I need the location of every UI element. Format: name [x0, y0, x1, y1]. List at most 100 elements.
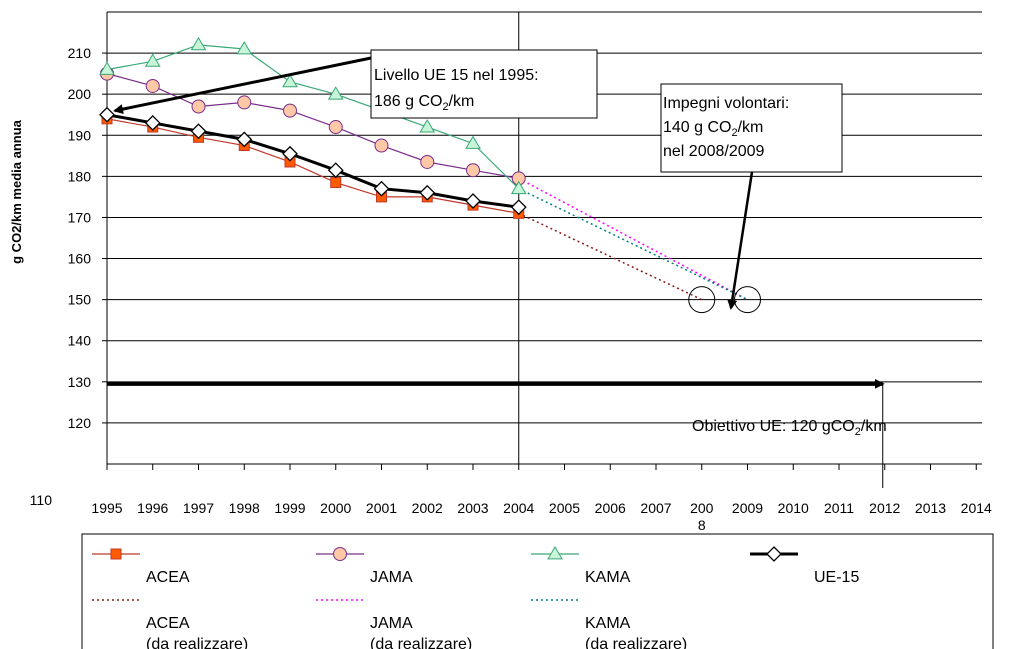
annotation-eu15-1995-line-2: 186 g CO2/km: [374, 93, 474, 113]
point-ue-15-2000: [327, 162, 344, 179]
x-tick-label-1997: 1997: [183, 500, 214, 516]
point-kama-1997: [190, 36, 207, 51]
point-kama-1999: [282, 73, 298, 88]
point-jama-1999: [283, 103, 297, 118]
y-tick-label-190: 190: [68, 127, 92, 143]
point-jama-1998: [237, 95, 252, 110]
x-tick-label-2009: 2009: [732, 500, 763, 516]
y-tick-label-120: 120: [68, 415, 92, 431]
legend-label-acea: ACEA: [146, 569, 190, 586]
series-acea-da-realizzare: [518, 212, 703, 301]
objective-label: Obiettivo UE: 120 gCO2/km: [692, 418, 887, 438]
series-jama: [100, 66, 526, 186]
legend-item-acea-da-realizzare: ACEA (da realizzare): [92, 599, 248, 649]
legend-label-jama-da-realizzare-sub: (da realizzare): [370, 636, 472, 649]
y-tick-label-110: 110: [30, 492, 53, 508]
legend-marker-jama: [333, 547, 347, 561]
point-jama-1997: [191, 99, 206, 114]
point-ue-15-1996: [144, 115, 161, 131]
y-tick-label-150: 150: [68, 292, 92, 308]
legend-label-acea-da-realizzare-sub: (da realizzare): [146, 636, 248, 649]
legend-label-ue-15: UE-15: [814, 569, 859, 586]
point-ue-15-1999: [282, 145, 298, 162]
legend-item-ue-15: UE-15: [750, 546, 859, 586]
annotation-voluntary-commitments-line-1: Impegni volontari:: [663, 95, 789, 112]
legend-box: [81, 533, 994, 649]
legend-item-jama-da-realizzare: JAMA (da realizzare): [316, 599, 472, 649]
annotation-voluntary-commitments-line-3: nel 2008/2009: [663, 143, 765, 160]
x-tick-label-2004: 2004: [503, 500, 534, 516]
legend-label-acea-da-realizzare: ACEA: [146, 615, 190, 632]
point-kama-1996: [144, 53, 161, 67]
point-jama-2000: [328, 120, 343, 135]
point-kama-2002: [419, 119, 436, 133]
point-jama-2002: [420, 154, 435, 169]
point-jama-1996: [145, 78, 160, 93]
point-ue-15-1997: [190, 123, 207, 140]
point-ue-15-2001: [373, 180, 390, 197]
point-kama-2000: [327, 86, 344, 100]
x-tick-label-2011: 2011: [824, 500, 854, 516]
legend-item-jama: JAMA: [316, 547, 413, 586]
annotation-arrow: [113, 56, 372, 115]
legend-marker-kama: [547, 546, 563, 560]
series-jama-da-realizzare: [518, 177, 748, 301]
x-tick-label-2012: 2012: [869, 500, 900, 516]
series-line-jama: [106, 73, 519, 180]
x-tick-label-2014: 2014: [961, 500, 992, 516]
y-tick-label-170: 170: [68, 209, 92, 225]
point-kama-1998: [236, 40, 253, 55]
point-acea-2000: [330, 177, 342, 189]
x-tick-label-1998: 1998: [229, 500, 260, 516]
objective-line: Obiettivo UE: 120 gCO2/km: [107, 378, 887, 488]
annotation-arrow: [727, 171, 754, 310]
y-tick-label-210: 210: [68, 45, 92, 61]
target-circle-2008: [688, 286, 716, 314]
series-line-acea-da-realizzare: [518, 212, 703, 301]
series-ue-15: [99, 106, 527, 216]
x-tick-label-2010: 2010: [778, 500, 809, 516]
series-line-kama-da-realizzare: [518, 188, 748, 301]
y-tick-label-130: 130: [68, 374, 92, 390]
annotation-box: [370, 49, 598, 119]
x-tick-label-2006: 2006: [595, 500, 626, 516]
legend-marker-ue-15: [766, 546, 782, 562]
legend-label-jama: JAMA: [370, 569, 413, 586]
legend-label-kama-da-realizzare-sub: (da realizzare): [585, 636, 687, 649]
annotation-voluntary-commitments: Impegni volontari: 140 g CO2/km nel 2008/2…: [660, 83, 843, 310]
y-tick-label-140: 140: [68, 333, 92, 349]
legend-marker-acea: [110, 548, 122, 560]
y-axis-label: g CO2/km media annua: [9, 119, 24, 264]
series-line-jama-da-realizzare: [518, 177, 748, 301]
axes: [102, 12, 982, 470]
x-tick-label-2007: 2007: [640, 500, 671, 516]
x-tick-label-2005: 2005: [549, 500, 580, 516]
point-ue-15-2003: [465, 193, 481, 209]
x-tick-label-1996: 1996: [137, 500, 168, 516]
y-tick-label-200: 200: [68, 86, 92, 102]
legend-item-kama-da-realizzare: KAMA (da realizzare): [531, 599, 687, 649]
x-tick-label-2001: 2001: [366, 500, 397, 516]
point-jama-2001: [374, 138, 389, 153]
y-tick-label-160: 160: [68, 251, 92, 267]
legend-label-jama-da-realizzare: JAMA: [370, 615, 413, 632]
legend-label-kama: KAMA: [585, 569, 631, 586]
x-tick-label-2013: 2013: [915, 500, 946, 516]
annotation-eu15-1995: Livello UE 15 nel 1995: 186 g CO2/km: [113, 49, 598, 119]
series-line-acea: [106, 118, 519, 214]
x-tick-label-1999: 1999: [274, 500, 305, 516]
point-kama-2003: [465, 135, 481, 149]
series-kama-da-realizzare: [518, 188, 748, 301]
series-group: [99, 36, 748, 301]
x-tick-label-2008: 200 8: [690, 500, 714, 533]
x-tick-label-2002: 2002: [412, 500, 443, 516]
annotations: Livello UE 15 nel 1995: 186 g CO2/km Impeg…: [113, 49, 843, 310]
series-line-kama: [106, 44, 520, 190]
point-ue-15-2004: [510, 199, 527, 216]
x-tick-label-2000: 2000: [320, 500, 351, 516]
series-acea: [101, 113, 525, 219]
annotation-box: [660, 83, 843, 173]
annotation-eu15-1995-line-1: Livello UE 15 nel 1995:: [374, 67, 539, 84]
